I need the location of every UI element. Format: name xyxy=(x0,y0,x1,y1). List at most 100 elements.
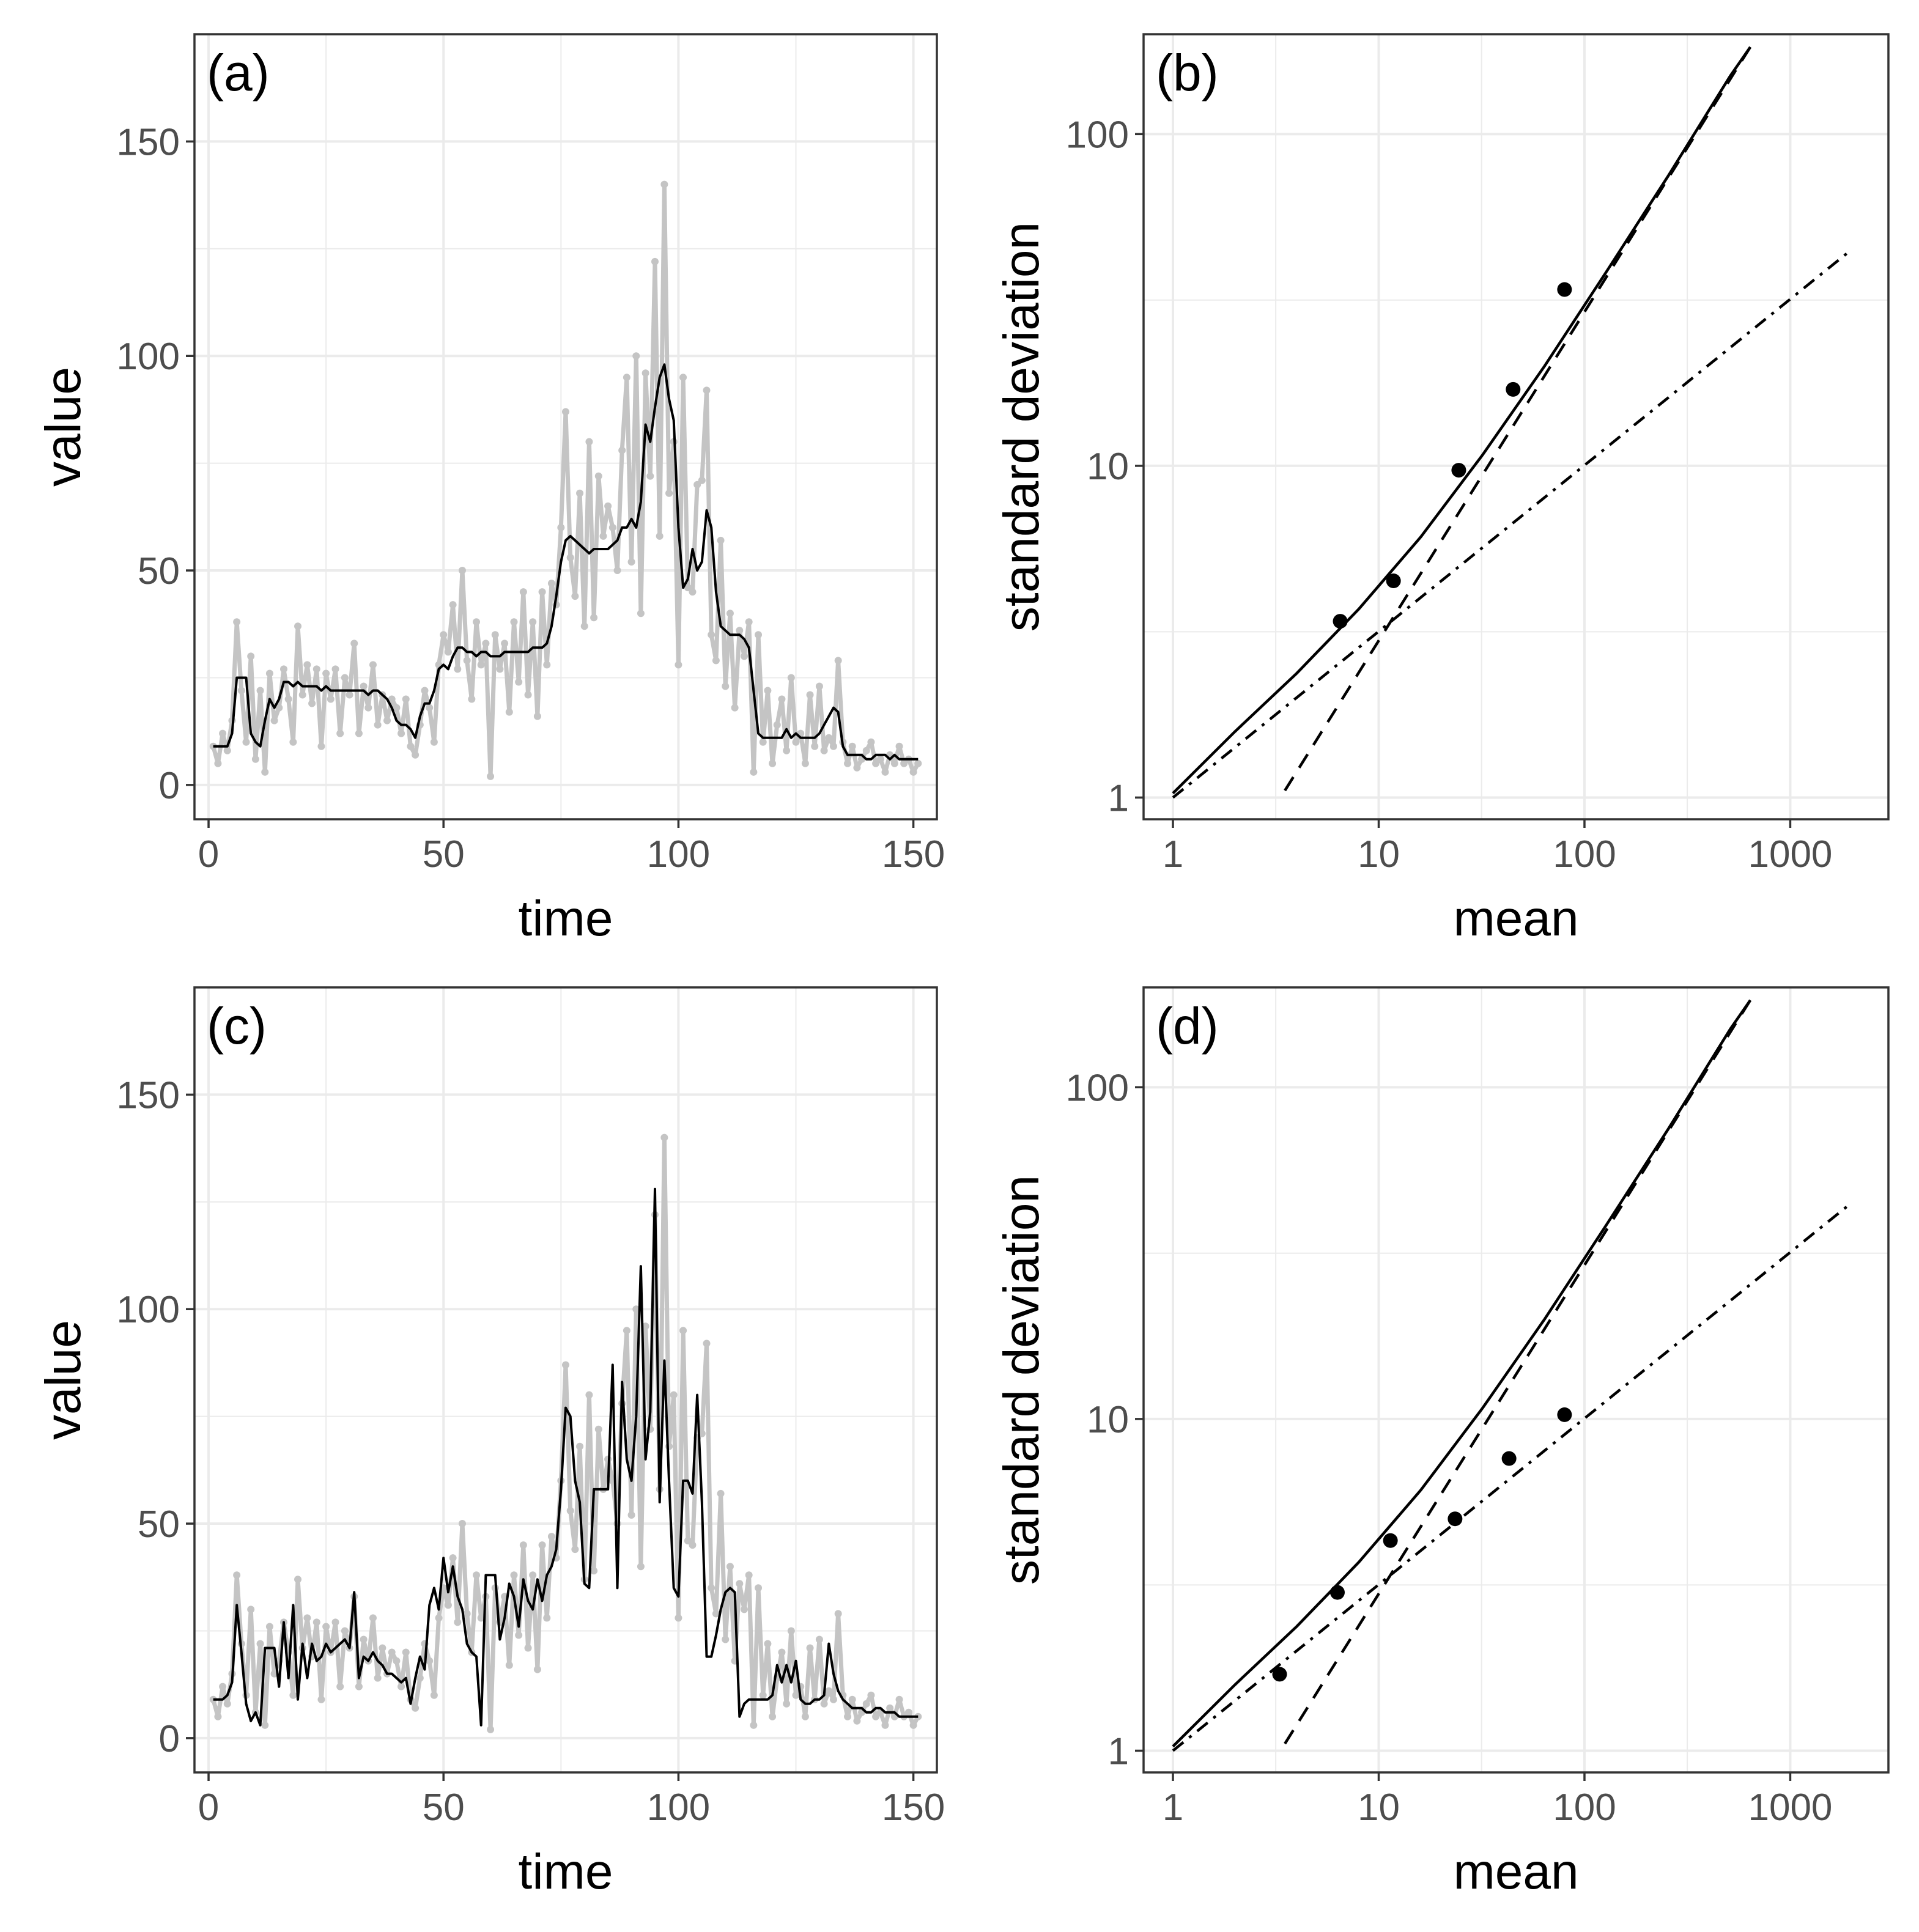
data-point-raw xyxy=(346,691,353,699)
data-point-raw xyxy=(689,588,697,596)
x-axis-title: mean xyxy=(1453,1844,1578,1900)
data-point-raw xyxy=(284,695,292,703)
y-tick-label: 1 xyxy=(1108,777,1129,819)
data-point-raw xyxy=(801,1713,809,1720)
data-point-raw xyxy=(524,691,532,699)
data-point-raw xyxy=(787,674,795,682)
data-point xyxy=(1448,1511,1463,1527)
data-point-raw xyxy=(393,1657,401,1665)
data-point-raw xyxy=(599,532,607,540)
curve-dashed xyxy=(1284,46,1752,792)
data-point-raw xyxy=(656,532,664,540)
data-point-raw xyxy=(853,764,861,772)
data-point-raw xyxy=(627,1511,635,1519)
data-point-raw xyxy=(547,1533,555,1541)
data-point-raw xyxy=(515,678,523,686)
data-point-raw xyxy=(679,1327,687,1335)
data-point-raw xyxy=(623,374,630,382)
data-point-raw xyxy=(825,734,833,742)
data-point-raw xyxy=(430,1691,438,1699)
data-point-raw xyxy=(524,1644,532,1652)
data-point-raw xyxy=(642,1322,649,1330)
y-tick-label: 10 xyxy=(1087,446,1129,488)
data-point-raw xyxy=(402,1648,410,1656)
curve-dotdash xyxy=(1172,248,1854,799)
x-tick-label: 100 xyxy=(647,833,710,876)
data-point-raw xyxy=(848,1695,856,1703)
data-point-raw xyxy=(909,1721,917,1729)
data-point-raw xyxy=(623,1327,630,1335)
data-point-raw xyxy=(801,759,809,767)
plot-background xyxy=(1144,987,1888,1772)
data-point-raw xyxy=(613,567,621,575)
panel-border xyxy=(1142,33,1890,820)
data-point-raw xyxy=(632,352,640,360)
data-point-raw xyxy=(261,1721,269,1729)
data-point-raw xyxy=(519,588,527,596)
data-point-raw xyxy=(914,759,922,767)
x-tick-label: 0 xyxy=(198,1786,219,1829)
data-point-raw xyxy=(867,738,875,746)
data-point xyxy=(1329,1585,1345,1600)
data-point-raw xyxy=(834,657,842,665)
data-point-raw xyxy=(566,1507,574,1514)
data-point-raw xyxy=(312,665,320,673)
data-point-raw xyxy=(317,1695,325,1703)
y-tick-label: 0 xyxy=(159,765,180,807)
y-tick-label: 0 xyxy=(159,1718,180,1760)
data-point-raw xyxy=(660,1134,668,1141)
data-point-raw xyxy=(331,1618,339,1626)
data-point-raw xyxy=(778,695,786,703)
data-point-raw xyxy=(426,1657,434,1665)
x-tick-label: 50 xyxy=(423,833,465,876)
data-point-raw xyxy=(900,759,908,767)
data-point-raw xyxy=(449,1554,457,1562)
data-point-raw xyxy=(496,665,504,673)
data-point-raw xyxy=(435,1614,443,1622)
data-point-raw xyxy=(736,1580,744,1588)
data-point-raw xyxy=(585,1391,593,1399)
data-point-raw xyxy=(722,1635,730,1643)
data-point-raw xyxy=(487,772,495,780)
data-point-raw xyxy=(895,742,903,750)
data-point-raw xyxy=(815,1635,823,1643)
data-point-raw xyxy=(904,1708,912,1716)
data-point-raw xyxy=(604,502,612,510)
data-point-raw xyxy=(750,768,758,776)
data-point-raw xyxy=(543,661,551,669)
data-point-raw xyxy=(501,640,509,647)
data-point-raw xyxy=(872,759,880,767)
data-point-raw xyxy=(731,704,739,712)
data-point-raw xyxy=(317,742,325,750)
y-tick-label: 50 xyxy=(138,1503,180,1546)
data-point-raw xyxy=(251,755,259,763)
data-point-raw xyxy=(876,755,884,763)
panel-a: 0 50 100 150 0 50 100 150 time value (a) xyxy=(35,33,945,946)
data-point-raw xyxy=(289,738,297,746)
data-point-raw xyxy=(327,695,335,703)
data-point-raw xyxy=(862,747,870,754)
series-line-filtered xyxy=(213,363,919,761)
data-point-raw xyxy=(369,661,377,669)
y-axis-title: standard deviation xyxy=(994,1175,1049,1585)
data-point-raw xyxy=(660,180,668,188)
data-point-raw xyxy=(360,682,368,690)
data-point-raw xyxy=(458,567,466,575)
data-point-raw xyxy=(289,1691,297,1699)
data-point-raw xyxy=(792,738,800,746)
data-point-raw xyxy=(468,695,476,703)
data-point-raw xyxy=(576,489,584,497)
y-tick-label: 100 xyxy=(1066,114,1129,156)
data-point-raw xyxy=(510,618,518,626)
data-point-raw xyxy=(444,648,452,656)
data-point-raw xyxy=(571,1546,579,1554)
data-point-raw xyxy=(364,704,372,712)
data-point-raw xyxy=(722,682,730,690)
data-point-raw xyxy=(872,1713,880,1720)
data-point-raw xyxy=(736,627,744,635)
data-point-raw xyxy=(815,682,823,690)
data-point-raw xyxy=(336,729,344,737)
data-point-raw xyxy=(421,687,429,695)
data-point-raw xyxy=(369,1614,377,1622)
data-point-raw xyxy=(430,738,438,746)
